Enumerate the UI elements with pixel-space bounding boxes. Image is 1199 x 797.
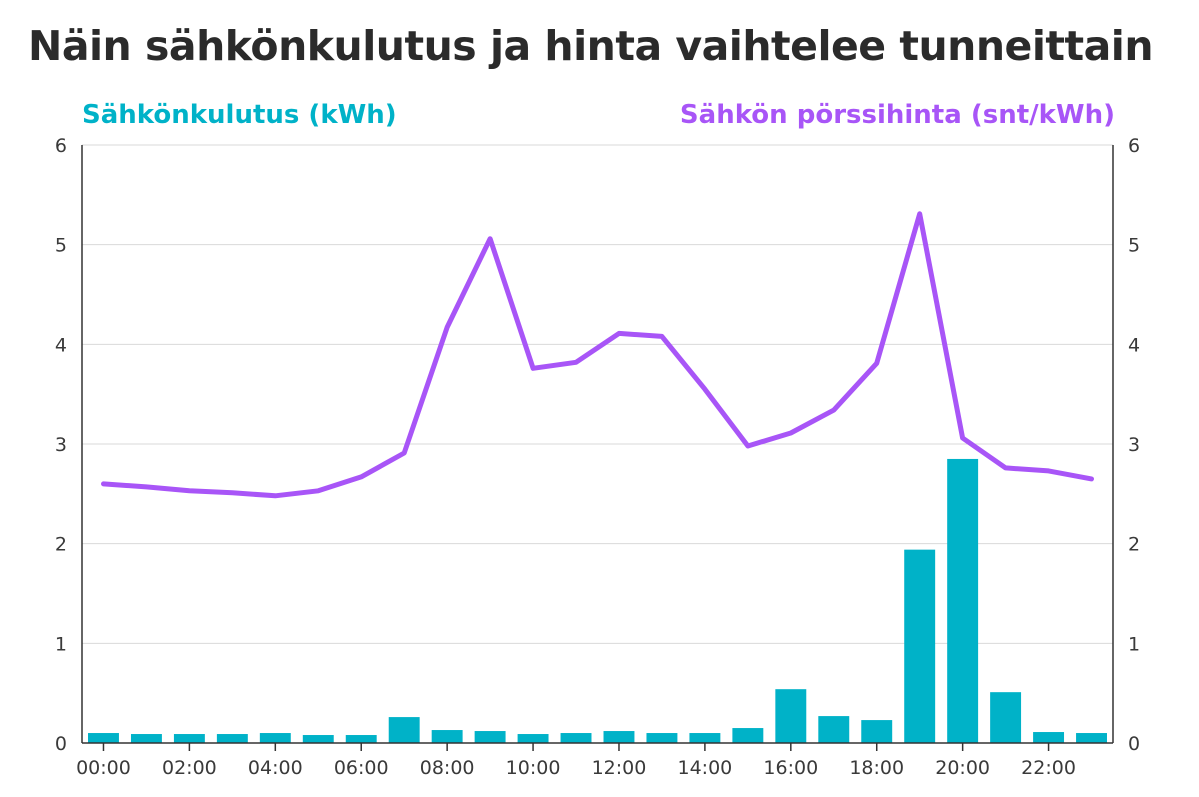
legend-price: Sähkön pörssihinta (snt/kWh) xyxy=(679,100,1115,130)
consumption-bars xyxy=(88,458,1107,743)
legend-consumption: Sähkönkulutus (kWh) xyxy=(82,100,397,130)
y-tick-right: 3 xyxy=(1128,434,1140,456)
consumption-bar xyxy=(130,734,162,743)
consumption-bar xyxy=(818,716,850,743)
y-tick-right: 2 xyxy=(1128,534,1140,556)
y-tick-right: 1 xyxy=(1128,633,1140,655)
consumption-bar xyxy=(431,730,463,743)
x-tick-label: 02:00 xyxy=(162,757,217,779)
consumption-bar xyxy=(216,734,248,743)
consumption-bar xyxy=(302,735,334,743)
y-tick-right: 5 xyxy=(1128,235,1140,257)
consumption-bar xyxy=(259,733,291,743)
consumption-bar xyxy=(861,720,893,743)
consumption-bar xyxy=(646,733,678,743)
y-tick-left: 4 xyxy=(55,334,67,356)
consumption-bar xyxy=(345,735,377,743)
consumption-bar xyxy=(517,734,549,743)
x-tick-label: 22:00 xyxy=(1021,757,1076,779)
consumption-bar xyxy=(173,734,205,743)
y-tick-left: 0 xyxy=(55,733,67,755)
consumption-bar xyxy=(603,731,635,743)
y-tick-right: 6 xyxy=(1128,135,1140,157)
consumption-bar xyxy=(474,731,506,743)
consumption-bar xyxy=(904,549,936,743)
consumption-bar xyxy=(88,733,119,743)
price-line xyxy=(101,211,1094,499)
consumption-bar xyxy=(689,733,721,743)
consumption-bar xyxy=(990,692,1022,743)
x-tick-label: 08:00 xyxy=(420,757,475,779)
consumption-bar xyxy=(775,689,807,743)
y-tick-left: 3 xyxy=(55,434,67,456)
y-tick-left: 5 xyxy=(55,235,67,257)
consumption-bar xyxy=(560,733,592,743)
y-tick-left: 1 xyxy=(55,633,67,655)
consumption-bar xyxy=(947,458,979,743)
gridlines xyxy=(82,144,1113,644)
y-tick-left: 2 xyxy=(55,534,67,556)
x-tick-label: 18:00 xyxy=(849,757,904,779)
consumption-bar xyxy=(1076,733,1107,743)
x-tick-label: 12:00 xyxy=(592,757,647,779)
y-tick-left: 6 xyxy=(55,135,67,157)
consumption-bar xyxy=(1033,732,1065,743)
consumption-bar xyxy=(388,717,420,743)
x-tick-label: 16:00 xyxy=(763,757,818,779)
x-tick-label: 04:00 xyxy=(248,757,303,779)
x-tick-label: 00:00 xyxy=(76,757,131,779)
consumption-bar xyxy=(732,728,764,743)
x-tick-label: 10:00 xyxy=(506,757,561,779)
chart-title: Näin sähkönkulutus ja hinta vaihtelee tu… xyxy=(28,22,1154,70)
y-tick-right: 0 xyxy=(1128,733,1140,755)
y-tick-right: 4 xyxy=(1128,334,1140,356)
x-tick-label: 20:00 xyxy=(935,757,990,779)
x-tick-label: 14:00 xyxy=(678,757,733,779)
x-tick-label: 06:00 xyxy=(334,757,389,779)
